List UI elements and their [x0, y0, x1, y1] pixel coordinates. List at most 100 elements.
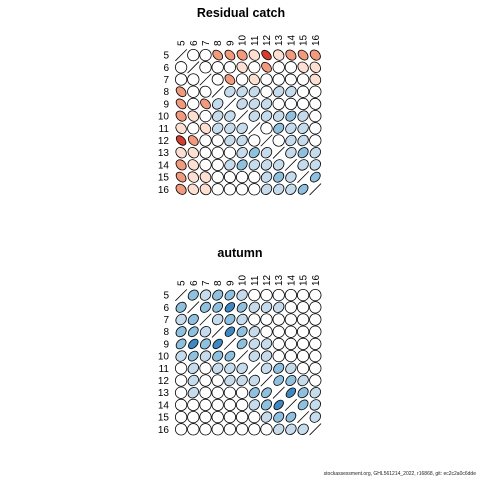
correlation-ellipse [260, 159, 273, 171]
panel-autumn: autumn 556677889910101111121213131414151… [158, 246, 322, 436]
diagonal-cell [272, 386, 285, 399]
correlation-ellipse [273, 375, 285, 386]
correlation-ellipse [273, 171, 285, 183]
correlation-ellipse [224, 159, 236, 171]
correlation-ellipse [174, 61, 188, 74]
correlation-ellipse [248, 374, 260, 387]
correlation-ellipse [248, 350, 260, 362]
row-label: 9 [163, 339, 169, 350]
correlation-ellipse [285, 171, 297, 183]
correlation-ellipse [296, 349, 310, 363]
column-label: 11 [250, 35, 261, 46]
correlation-ellipse [199, 326, 212, 338]
correlation-ellipse [236, 301, 248, 313]
correlation-ellipse [297, 387, 309, 399]
correlation-ellipse [187, 289, 199, 301]
diagonal-cell [260, 374, 273, 387]
column-label: 5 [177, 280, 188, 286]
correlation-ellipse [273, 301, 285, 313]
diagonal-cell [309, 423, 322, 436]
correlation-ellipse [248, 49, 260, 61]
row-label: 8 [163, 327, 169, 338]
correlation-ellipse [199, 338, 212, 350]
correlation-ellipse [174, 423, 188, 436]
correlation-ellipse [187, 313, 199, 326]
correlation-ellipse [248, 410, 261, 424]
correlation-ellipse [248, 147, 260, 159]
correlation-ellipse [199, 183, 212, 196]
correlation-ellipse [223, 183, 237, 196]
correlation-ellipse [175, 301, 187, 313]
correlation-ellipse [248, 61, 261, 74]
row-label: 10 [158, 112, 170, 123]
correlation-ellipse [273, 362, 285, 374]
correlation-ellipse [297, 147, 309, 159]
correlation-ellipse [187, 410, 200, 424]
correlation-ellipse [309, 49, 321, 61]
row-label: 13 [158, 148, 170, 159]
correlation-ellipse [260, 73, 273, 86]
row-label: 16 [158, 425, 170, 436]
row-label: 16 [158, 185, 170, 196]
correlation-ellipse [260, 183, 273, 195]
correlation-ellipse [284, 288, 298, 302]
correlation-ellipse [248, 183, 261, 196]
diagonal-cell [284, 398, 297, 411]
column-label: 12 [262, 34, 273, 46]
correlation-ellipse [297, 49, 309, 61]
correlation-ellipse [199, 423, 212, 436]
correlation-ellipse [284, 349, 298, 363]
correlation-ellipse [273, 411, 285, 423]
correlation-ellipse [248, 399, 260, 411]
correlation-ellipse [296, 288, 310, 302]
correlation-ellipse [296, 337, 310, 351]
correlation-ellipse [236, 86, 248, 98]
correlation-ellipse [248, 338, 260, 350]
row-label: 8 [163, 87, 169, 98]
column-label: 11 [250, 275, 261, 286]
correlation-ellipse [260, 171, 273, 183]
correlation-ellipse [296, 325, 310, 338]
correlation-ellipse [187, 110, 199, 122]
correlation-ellipse [224, 74, 236, 85]
correlation-ellipse [236, 362, 248, 374]
correlation-ellipse [261, 61, 272, 73]
column-label: 10 [238, 274, 249, 286]
correlation-ellipse [224, 350, 236, 362]
diagonal-cell [175, 49, 188, 62]
correlation-ellipse [224, 289, 236, 301]
column-label: 6 [189, 40, 200, 46]
correlation-ellipse [187, 48, 200, 62]
correlation-ellipse [236, 61, 248, 73]
correlation-ellipse [309, 399, 321, 411]
correlation-ellipse [212, 301, 224, 313]
correlation-ellipse [309, 171, 321, 183]
correlation-ellipse [236, 134, 248, 147]
correlation-ellipse [199, 301, 212, 313]
correlation-ellipse [235, 183, 249, 196]
diagonal-cell [248, 122, 261, 135]
correlation-ellipse [309, 73, 322, 86]
correlation-ellipse [285, 122, 297, 134]
correlation-ellipse [187, 374, 199, 387]
correlation-ellipse [223, 171, 236, 184]
correlation-ellipse [273, 122, 285, 134]
column-label: 6 [189, 280, 200, 286]
correlation-ellipse [309, 349, 322, 363]
correlation-ellipse [285, 183, 297, 195]
correlation-ellipse [187, 171, 199, 183]
column-label: 16 [311, 274, 322, 286]
correlation-ellipse [261, 387, 272, 399]
correlation-ellipse [223, 386, 237, 399]
correlation-ellipse [224, 313, 236, 326]
correlation-ellipse [236, 159, 248, 171]
column-label: 7 [201, 280, 212, 286]
correlation-ellipse [273, 399, 284, 411]
correlation-ellipse [297, 61, 309, 73]
correlation-ellipse [236, 49, 248, 61]
correlation-ellipse [211, 386, 224, 399]
diagonal-cell [187, 61, 200, 74]
correlation-ellipse [175, 313, 187, 326]
correlation-ellipse [211, 134, 224, 147]
correlation-ellipse [223, 398, 237, 412]
